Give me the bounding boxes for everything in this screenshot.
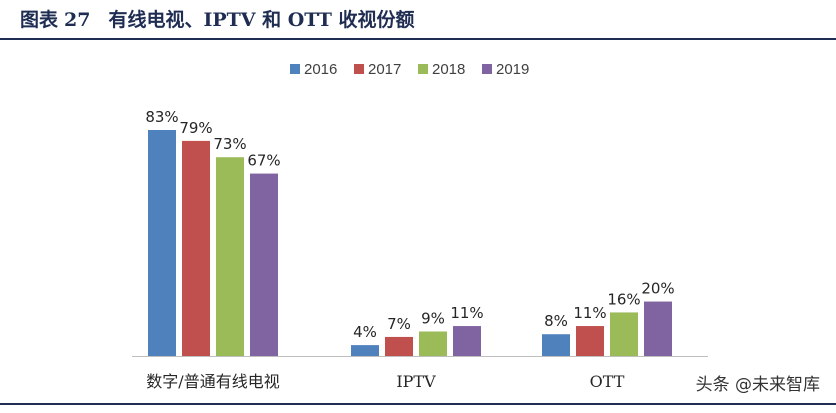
legend-swatch-2019 — [482, 64, 492, 74]
bar-2019-1 — [453, 326, 481, 356]
bar-2017-2 — [576, 326, 604, 356]
data-label-2019-0: 67% — [247, 152, 280, 170]
bar-2019-2 — [644, 301, 672, 356]
bar-2018-0 — [216, 157, 244, 356]
bar-2018-1 — [419, 331, 447, 356]
bar-2016-1 — [351, 345, 379, 356]
legend-swatch-2017 — [354, 64, 364, 74]
category-label-1: IPTV — [396, 372, 436, 391]
data-label-2017-0: 79% — [179, 119, 212, 137]
data-label-2016-2: 8% — [544, 312, 568, 330]
data-label-2017-1: 7% — [387, 315, 411, 333]
data-label-2019-1: 11% — [450, 304, 483, 322]
data-label-2017-2: 11% — [573, 304, 606, 322]
category-label-0: 数字/普通有线电视 — [146, 372, 279, 391]
data-label-2018-2: 16% — [607, 290, 640, 308]
category-label-2: OTT — [590, 372, 625, 391]
legend-label-2016: 2016 — [304, 61, 337, 78]
data-label-2016-0: 83% — [145, 108, 178, 126]
data-label-2016-1: 4% — [353, 323, 377, 341]
legend-label-2018: 2018 — [432, 61, 465, 78]
title-divider — [0, 38, 836, 40]
bottom-divider — [0, 403, 836, 405]
bar-2017-1 — [385, 336, 413, 356]
figure-label: 图表 — [20, 9, 59, 31]
bar-2017-0 — [182, 140, 210, 356]
figure-title: 图表 27 有线电视、IPTV 和 OTT 收视份额 — [20, 6, 415, 34]
legend-label-2017: 2017 — [368, 61, 401, 78]
bar-2016-2 — [542, 334, 570, 356]
bar-2018-2 — [610, 312, 638, 356]
figure-number: 27 — [64, 9, 91, 31]
data-label-2018-0: 73% — [213, 135, 246, 153]
watermark: 头条 @未来智库 — [695, 375, 820, 395]
legend-swatch-2018 — [418, 64, 428, 74]
bar-2016-0 — [148, 130, 176, 356]
figure-caption: 有线电视、IPTV 和 OTT 收视份额 — [108, 9, 415, 31]
data-label-2019-2: 20% — [641, 280, 674, 298]
bar-2019-0 — [250, 173, 278, 356]
legend-label-2019: 2019 — [496, 61, 529, 78]
legend-swatch-2016 — [290, 64, 300, 74]
data-label-2018-1: 9% — [421, 309, 445, 327]
